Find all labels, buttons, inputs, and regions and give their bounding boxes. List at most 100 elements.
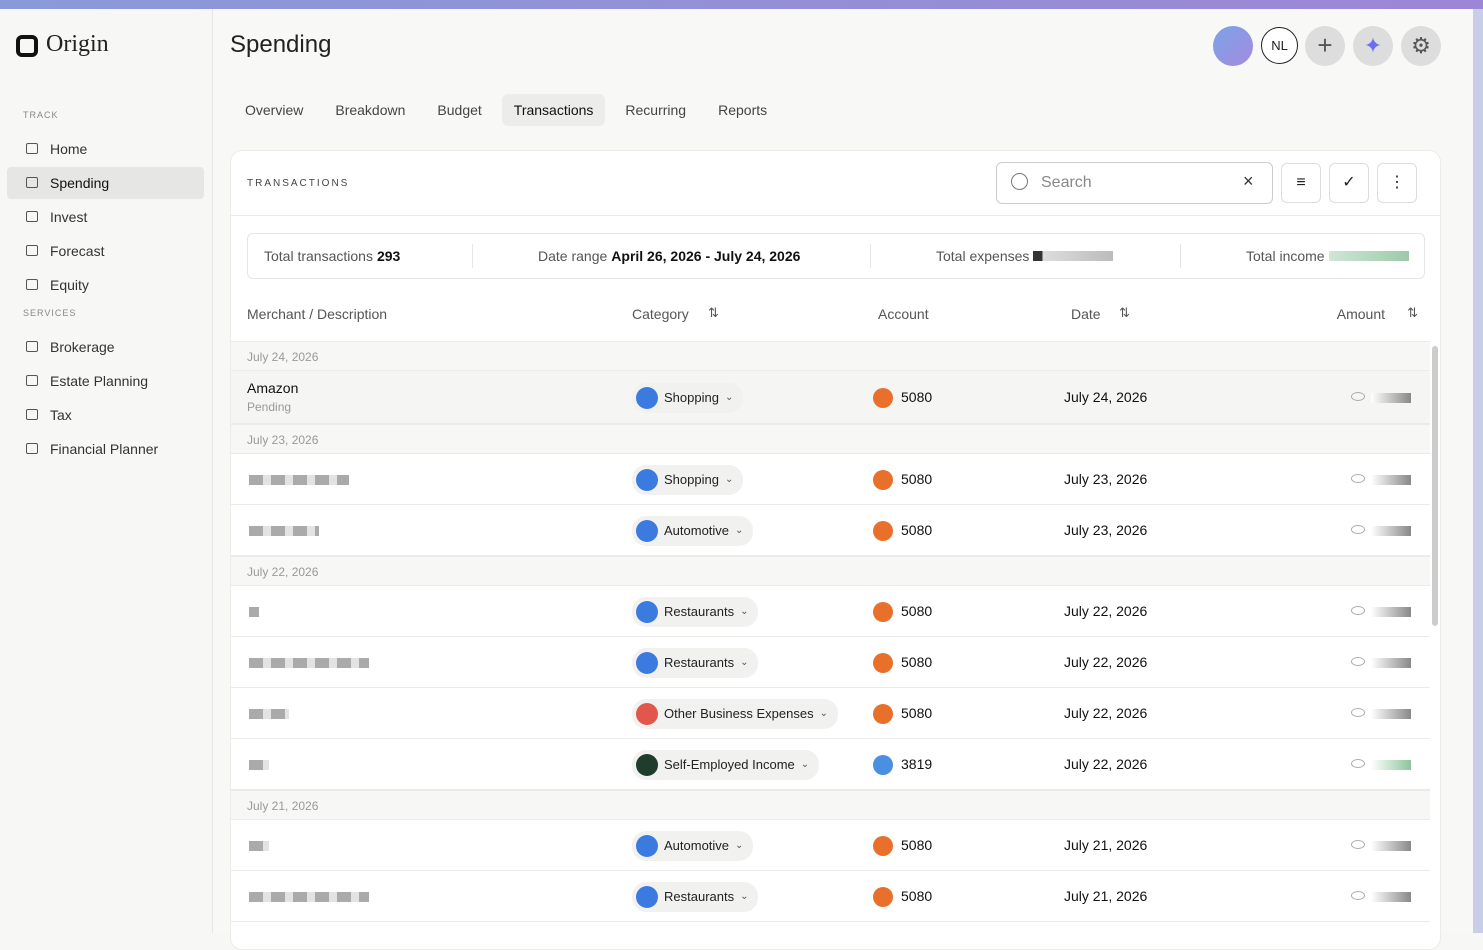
nav-item[interactable]: Invest xyxy=(7,201,204,233)
category-pill[interactable]: Automotive ⌄ xyxy=(632,515,754,546)
category-label: Restaurants xyxy=(664,655,735,670)
category-icon xyxy=(636,600,658,623)
summary-divider xyxy=(472,244,473,268)
category-pill[interactable]: Shopping ⌄ xyxy=(632,464,744,495)
category-pill[interactable]: Self-Employed Income ⌄ xyxy=(632,749,820,780)
tab[interactable]: Reports xyxy=(718,102,768,118)
redacted-merchant xyxy=(249,657,369,668)
transaction-row[interactable]: Restaurants ⌄ 5080 July 22, 2026 xyxy=(231,637,1430,688)
transaction-row[interactable]: Amazon Pending Shopping ⌄ 5080 July 24, 2026 xyxy=(231,371,1430,424)
page-title: Spending xyxy=(230,31,332,58)
hide-icon[interactable] xyxy=(1351,391,1365,401)
summary-bar: Total transactions 293 Date range April 26,… xyxy=(247,233,1425,279)
nav-icon xyxy=(26,177,38,188)
nav-item[interactable]: Forecast xyxy=(7,235,204,267)
gift-button[interactable] xyxy=(1213,26,1253,66)
account-icon xyxy=(873,703,893,724)
chevron: ⌄ xyxy=(724,392,734,403)
nav-label: Home xyxy=(50,141,88,157)
category-pill[interactable]: Other Business Expenses ⌄ xyxy=(632,698,838,729)
transaction-row[interactable]: Other Business Expenses ⌄ 5080 July 22, 202… xyxy=(231,688,1430,739)
nav-item[interactable]: Brokerage xyxy=(7,331,204,363)
hide-icon[interactable] xyxy=(1351,890,1365,900)
tab[interactable]: Breakdown xyxy=(335,102,406,118)
nav-section-label: SERVICES xyxy=(23,308,77,318)
hide-icon[interactable] xyxy=(1351,656,1365,666)
nav-label: Tax xyxy=(50,407,72,423)
status: Pending xyxy=(247,400,292,414)
hide-icon[interactable] xyxy=(1351,524,1365,534)
transactions-panel: TRANSACTIONS Search × ≡ ✓ ⋮ Total transa… xyxy=(230,150,1441,950)
column-header: Category xyxy=(632,306,689,322)
transaction-row[interactable]: Self-Employed Income ⌄ 3819 July 22, 2026 xyxy=(231,739,1430,790)
nav-item[interactable]: Estate Planning xyxy=(7,365,204,397)
merchant: Amazon xyxy=(247,380,299,396)
transaction-row[interactable]: Automotive ⌄ 5080 July 21, 2026 xyxy=(231,820,1430,871)
chevron: ⌄ xyxy=(740,657,749,668)
settings-button[interactable]: ⚙ xyxy=(1401,26,1441,66)
summary-label: Total transactions xyxy=(264,248,373,264)
sidebar: Origin TRACK Home Spending Invest Forecast Eq… xyxy=(0,9,213,933)
sort-icon[interactable]: ⇅ xyxy=(1119,305,1130,320)
summary-item: Total expenses xyxy=(936,248,1114,264)
transaction-row[interactable]: Automotive ⌄ 5080 July 23, 2026 xyxy=(231,505,1430,556)
nav-item[interactable]: Equity xyxy=(7,269,204,301)
category-pill[interactable]: Restaurants ⌄ xyxy=(632,596,759,627)
nav-item[interactable]: Home xyxy=(7,133,204,165)
category-icon xyxy=(636,519,658,542)
tab[interactable]: Recurring xyxy=(625,102,687,118)
category-label: Shopping xyxy=(664,390,719,405)
hide-icon[interactable] xyxy=(1351,707,1365,717)
redacted-merchant xyxy=(249,474,349,485)
redacted-merchant xyxy=(249,759,269,770)
chevron: ⌄ xyxy=(724,474,734,485)
summary-item: Total income xyxy=(1246,248,1409,264)
redacted-value xyxy=(1033,251,1114,261)
hide-icon[interactable] xyxy=(1351,758,1365,768)
check-button[interactable]: ✓ xyxy=(1329,163,1369,203)
redacted-amount xyxy=(1371,759,1411,770)
account: 3819 xyxy=(901,755,933,772)
account-icon xyxy=(873,520,893,541)
redacted-merchant xyxy=(249,606,259,617)
category-label: Automotive xyxy=(664,838,730,853)
category-pill[interactable]: Restaurants ⌄ xyxy=(632,881,759,912)
transaction-row[interactable]: Shopping ⌄ 5080 July 23, 2026 xyxy=(231,454,1430,505)
redacted-merchant xyxy=(249,891,369,902)
sort-icon[interactable]: ⇅ xyxy=(1407,305,1418,320)
category-pill[interactable]: Automotive ⌄ xyxy=(632,830,754,861)
date-group-header: July 23, 2026 xyxy=(231,424,1430,454)
hide-icon[interactable] xyxy=(1351,839,1365,849)
account-icon xyxy=(873,387,893,408)
nav-label: Equity xyxy=(50,277,89,293)
category-pill[interactable]: Shopping ⌄ xyxy=(632,382,744,413)
tab[interactable]: Overview xyxy=(245,102,304,118)
filter-button[interactable]: ≡ xyxy=(1281,163,1321,203)
clear-search[interactable]: × xyxy=(1243,171,1254,191)
summary-item: Total transactions 293 xyxy=(264,248,400,264)
tab[interactable]: Transactions xyxy=(501,94,606,126)
avatar[interactable]: NL xyxy=(1261,27,1298,64)
sort-icon[interactable]: ⇅ xyxy=(708,305,719,320)
nav-item[interactable]: Spending xyxy=(7,167,204,199)
add-button[interactable]: + xyxy=(1305,26,1345,66)
nav-icon xyxy=(26,279,38,290)
ai-button[interactable]: ✦ xyxy=(1353,26,1393,66)
nav-item[interactable]: Financial Planner xyxy=(7,433,204,465)
nav-icon xyxy=(26,375,38,386)
tab[interactable]: Budget xyxy=(437,102,482,118)
summary-label: Total income xyxy=(1246,248,1325,264)
account: 5080 xyxy=(901,388,933,405)
transaction-row[interactable]: Restaurants ⌄ 5080 July 21, 2026 xyxy=(231,871,1430,922)
category-icon xyxy=(636,651,658,674)
transaction-row[interactable]: Restaurants ⌄ 5080 July 22, 2026 xyxy=(231,586,1430,637)
hide-icon[interactable] xyxy=(1351,605,1365,615)
hide-icon[interactable] xyxy=(1351,473,1365,483)
account-icon xyxy=(873,754,893,775)
more-button[interactable]: ⋮ xyxy=(1377,163,1417,203)
category-pill[interactable]: Restaurants ⌄ xyxy=(632,647,759,678)
search-box[interactable]: Search × xyxy=(996,162,1273,204)
nav-item[interactable]: Tax xyxy=(7,399,204,431)
redacted-amount xyxy=(1371,840,1411,851)
